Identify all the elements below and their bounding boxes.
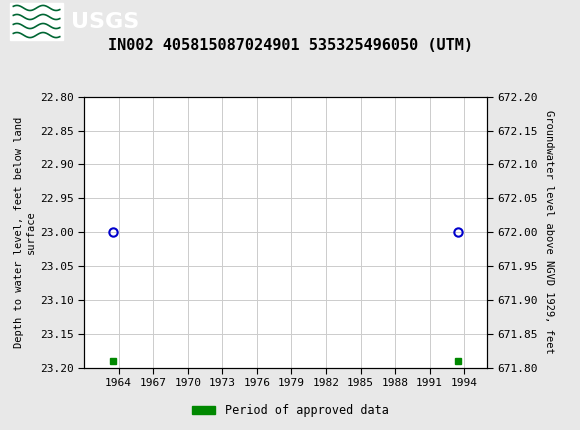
Text: IN002 405815087024901 535325496050 (UTM): IN002 405815087024901 535325496050 (UTM) bbox=[107, 38, 473, 52]
Bar bbox=[10, 3, 63, 40]
Y-axis label: Groundwater level above NGVD 1929, feet: Groundwater level above NGVD 1929, feet bbox=[543, 111, 554, 354]
Text: USGS: USGS bbox=[71, 12, 140, 31]
Y-axis label: Depth to water level, feet below land
surface: Depth to water level, feet below land su… bbox=[14, 117, 36, 348]
Legend: Period of approved data: Period of approved data bbox=[187, 399, 393, 422]
